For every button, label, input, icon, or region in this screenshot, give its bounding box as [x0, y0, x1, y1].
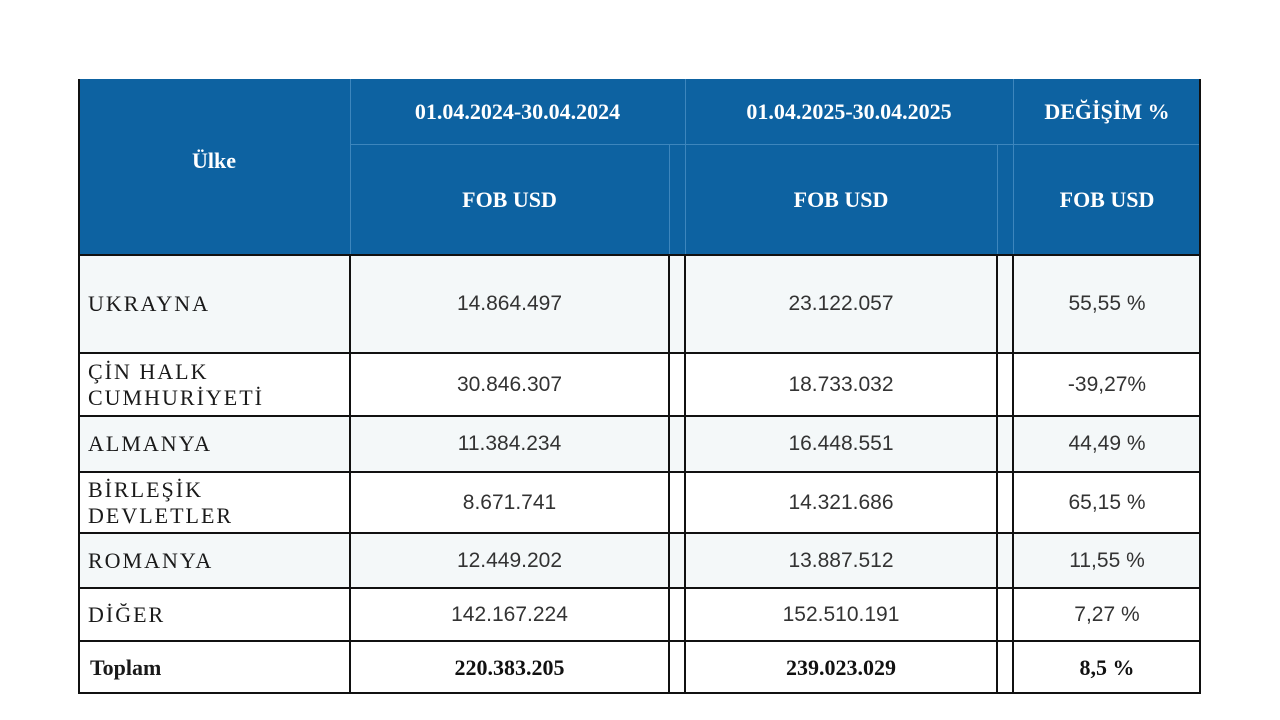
table-row: ÇİN HALK CUMHURİYETİ 30.846.307 18.733.0… [78, 352, 1201, 415]
table-row: DİĞER 142.167.224 152.510.191 7,27 % [78, 587, 1201, 640]
value-2024: 11.384.234 [457, 432, 562, 455]
change-value: -39,27% [1067, 372, 1147, 396]
value-2024: 14.864.497 [456, 292, 563, 315]
fob-usd-change-header: FOB USD [1059, 186, 1155, 212]
value-2025: 152.510.191 [782, 602, 900, 626]
change-value: 65,15 % [1068, 490, 1146, 514]
column-divider [668, 254, 670, 694]
change-value: 11,55 % [1069, 548, 1145, 572]
value-2025: 13.887.512 [788, 548, 894, 572]
table-row: UKRAYNA 14.864.497 23.122.057 55,55 % [78, 254, 1201, 352]
change-value: 55,55 % [1068, 292, 1146, 315]
table-header: Ülke 01.04.2024-30.04.2024 01.04.2025-30… [78, 79, 1201, 254]
value-2025: 14.321.686 [788, 490, 894, 514]
change-header: DEĞİŞİM % [1044, 98, 1170, 124]
value-2025: 16.448.551 [788, 432, 894, 455]
column-divider [996, 254, 998, 694]
total-row: Toplam 220.383.205 239.023.029 8,5 % [78, 640, 1201, 694]
country-name: DİĞER [88, 601, 166, 627]
value-2024: 30.846.307 [456, 372, 563, 396]
total-2024: 220.383.205 [454, 655, 565, 680]
country-name: ALMANYA [88, 431, 212, 457]
country-name: ÇİN HALK CUMHURİYETİ [88, 359, 264, 410]
column-divider [1012, 254, 1014, 694]
table-row: ROMANYA 12.449.202 13.887.512 11,55 % [78, 532, 1201, 587]
period-2025-header: 01.04.2025-30.04.2025 [746, 98, 952, 124]
period-2024-header: 01.04.2024-30.04.2024 [414, 98, 621, 124]
value-2024: 142.167.224 [451, 602, 568, 626]
country-column-header: Ülke [192, 147, 236, 173]
value-2025: 23.122.057 [788, 292, 894, 315]
country-name: BİRLEŞİK DEVLETLER [88, 477, 234, 528]
export-table: Ülke 01.04.2024-30.04.2024 01.04.2025-30… [78, 79, 1201, 694]
fob-usd-2024-header: FOB USD [462, 186, 557, 212]
country-name: UKRAYNA [88, 291, 210, 317]
total-2025: 239.023.029 [786, 655, 896, 680]
change-value: 44,49 % [1068, 432, 1146, 455]
value-2024: 8.671.741 [462, 490, 557, 514]
table-row: BİRLEŞİK DEVLETLER 8.671.741 14.321.686 … [78, 471, 1201, 532]
fob-usd-2025-header: FOB USD [793, 186, 889, 212]
country-name: ROMANYA [88, 547, 214, 573]
column-divider [684, 254, 686, 694]
table-row: ALMANYA 11.384.234 16.448.551 44,49 % [78, 415, 1201, 471]
value-2025: 18.733.032 [788, 372, 894, 396]
total-change: 8,5 % [1079, 655, 1135, 680]
value-2024: 12.449.202 [456, 548, 563, 572]
change-value: 7,27 % [1074, 602, 1140, 626]
total-label: Toplam [90, 655, 162, 680]
column-divider [349, 254, 351, 694]
